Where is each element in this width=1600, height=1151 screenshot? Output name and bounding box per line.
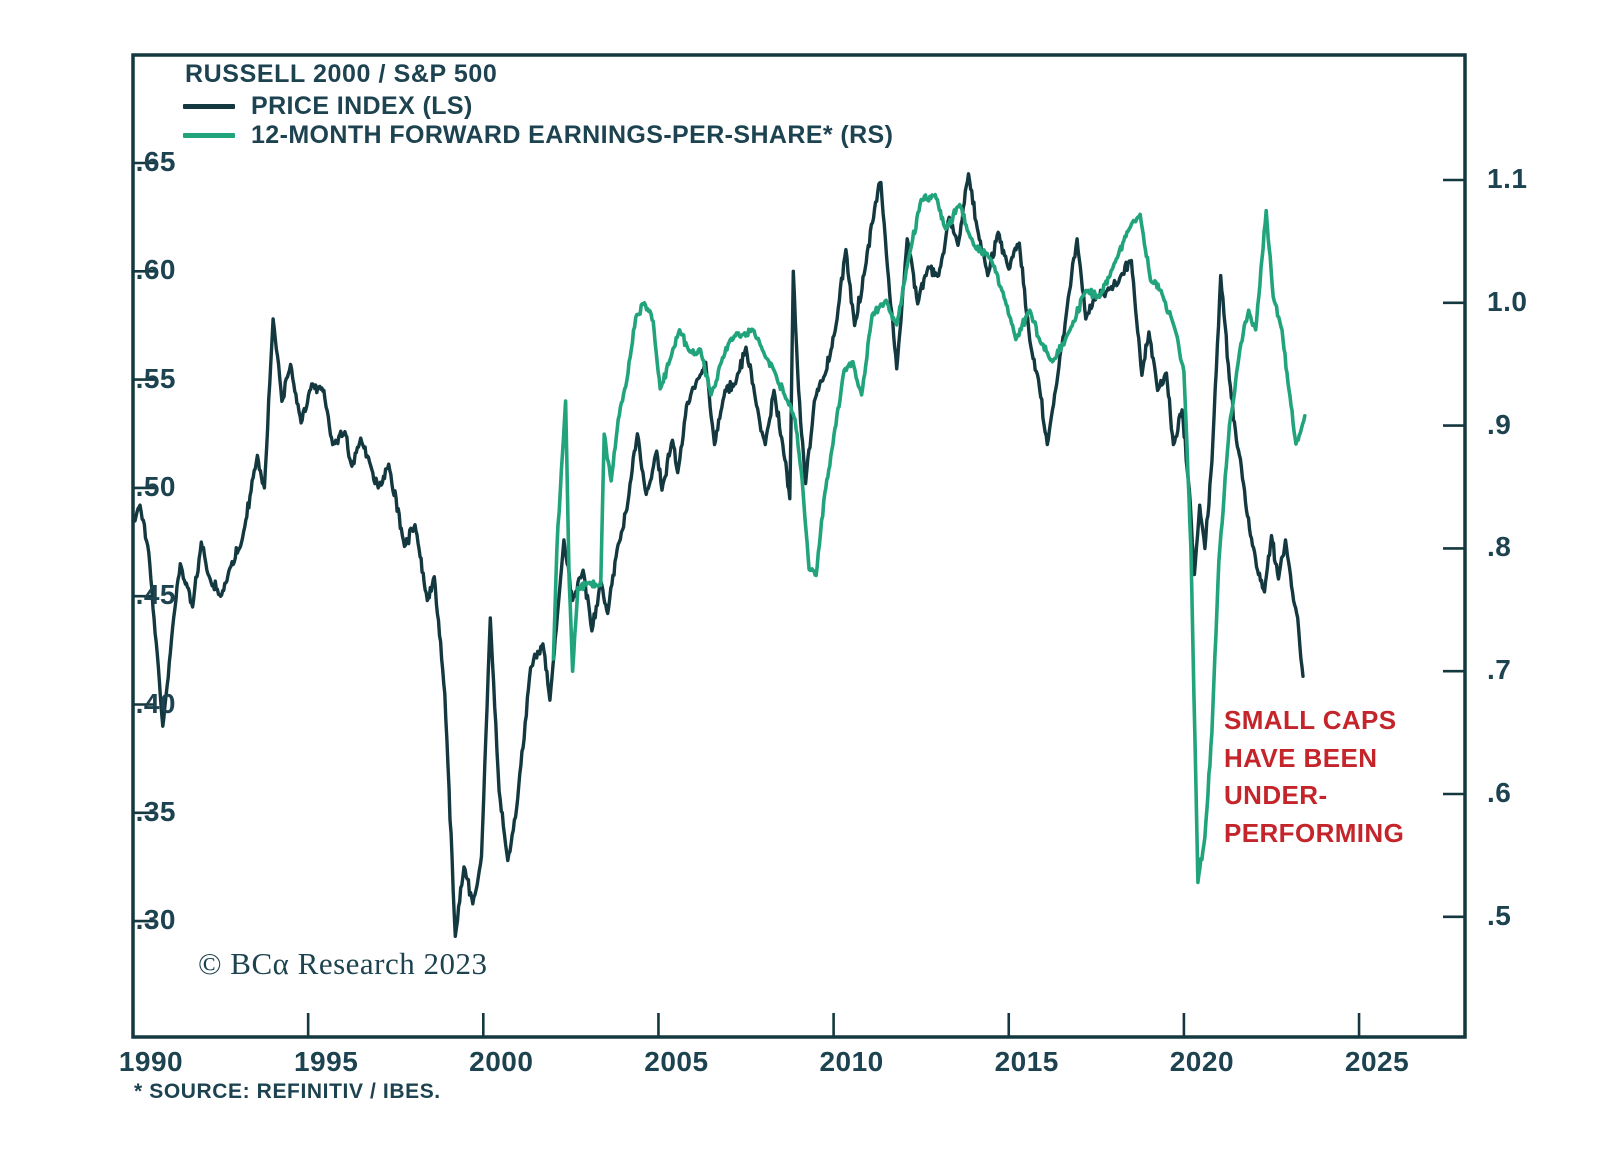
y-axis-left-tick-label: .45 xyxy=(135,579,176,611)
y-axis-right-tick-label: 1.1 xyxy=(1487,163,1528,194)
annotation-line: PERFORMING xyxy=(1224,817,1405,848)
x-axis-tick-label: 1995 xyxy=(293,1046,359,1077)
y-axis-left-tick-label: .65 xyxy=(135,146,176,177)
legend: RUSSELL 2000 / S&P 500 PRICE INDEX (LS) … xyxy=(183,60,893,150)
y-axis-right-tick-label: 1.0 xyxy=(1487,285,1528,317)
y-axis-right-tick-label: .6 xyxy=(1487,777,1512,808)
y-axis-right-tick-label: .7 xyxy=(1487,654,1512,686)
annotation-small-caps: SMALL CAPS HAVE BEEN UNDER- PERFORMING xyxy=(1224,702,1404,852)
forward-eps-label: 12-MONTH FORWARD EARNINGS-PER-SHARE* (RS… xyxy=(251,121,894,149)
annotation-line: HAVE BEEN xyxy=(1224,742,1378,773)
copyright-notice: © BCα Research 2023 xyxy=(198,946,488,981)
x-axis-tick-label: 2020 xyxy=(1169,1046,1235,1077)
y-axis-left-tick-label: .50 xyxy=(135,470,176,502)
annotation-line: UNDER- xyxy=(1224,780,1328,810)
plot-frame xyxy=(131,53,1467,1039)
legend-row-price-index: PRICE INDEX (LS) xyxy=(183,92,893,121)
y-axis-right-tick-label: .9 xyxy=(1487,408,1512,440)
x-axis-tick-label: 2000 xyxy=(469,1046,534,1077)
forward-eps-line-swatch xyxy=(183,133,235,138)
y-axis-left-tick-label: .55 xyxy=(135,362,176,394)
x-axis-tick-label: 2005 xyxy=(644,1046,709,1077)
annotation-line: SMALL CAPS xyxy=(1224,705,1397,735)
price-index-label: PRICE INDEX (LS) xyxy=(251,92,473,120)
x-axis-tick-label: 2015 xyxy=(994,1046,1059,1077)
x-axis-tick-label: 2010 xyxy=(819,1046,884,1077)
x-axis-tick-label: 2025 xyxy=(1344,1046,1410,1077)
x-axis-tick-label: 1990 xyxy=(118,1046,184,1077)
y-axis-left-tick-label: .35 xyxy=(135,795,176,827)
price-index-line-swatch xyxy=(183,104,235,109)
legend-row-forward-eps: 12-MONTH FORWARD EARNINGS-PER-SHARE* (RS… xyxy=(183,121,893,150)
y-axis-left-tick-label: .60 xyxy=(135,254,176,286)
y-axis-left-tick-label: .30 xyxy=(135,904,176,936)
y-axis-right-tick-label: .8 xyxy=(1487,531,1512,563)
source-note: * SOURCE: REFINITIV / IBES. xyxy=(134,1080,441,1103)
y-axis-left-tick-label: .40 xyxy=(135,687,176,719)
y-axis-right-tick-label: .5 xyxy=(1487,899,1512,931)
forward-eps-line xyxy=(551,192,1307,885)
legend-title: RUSSELL 2000 / S&P 500 xyxy=(185,60,498,88)
price-index-line xyxy=(131,172,1305,938)
